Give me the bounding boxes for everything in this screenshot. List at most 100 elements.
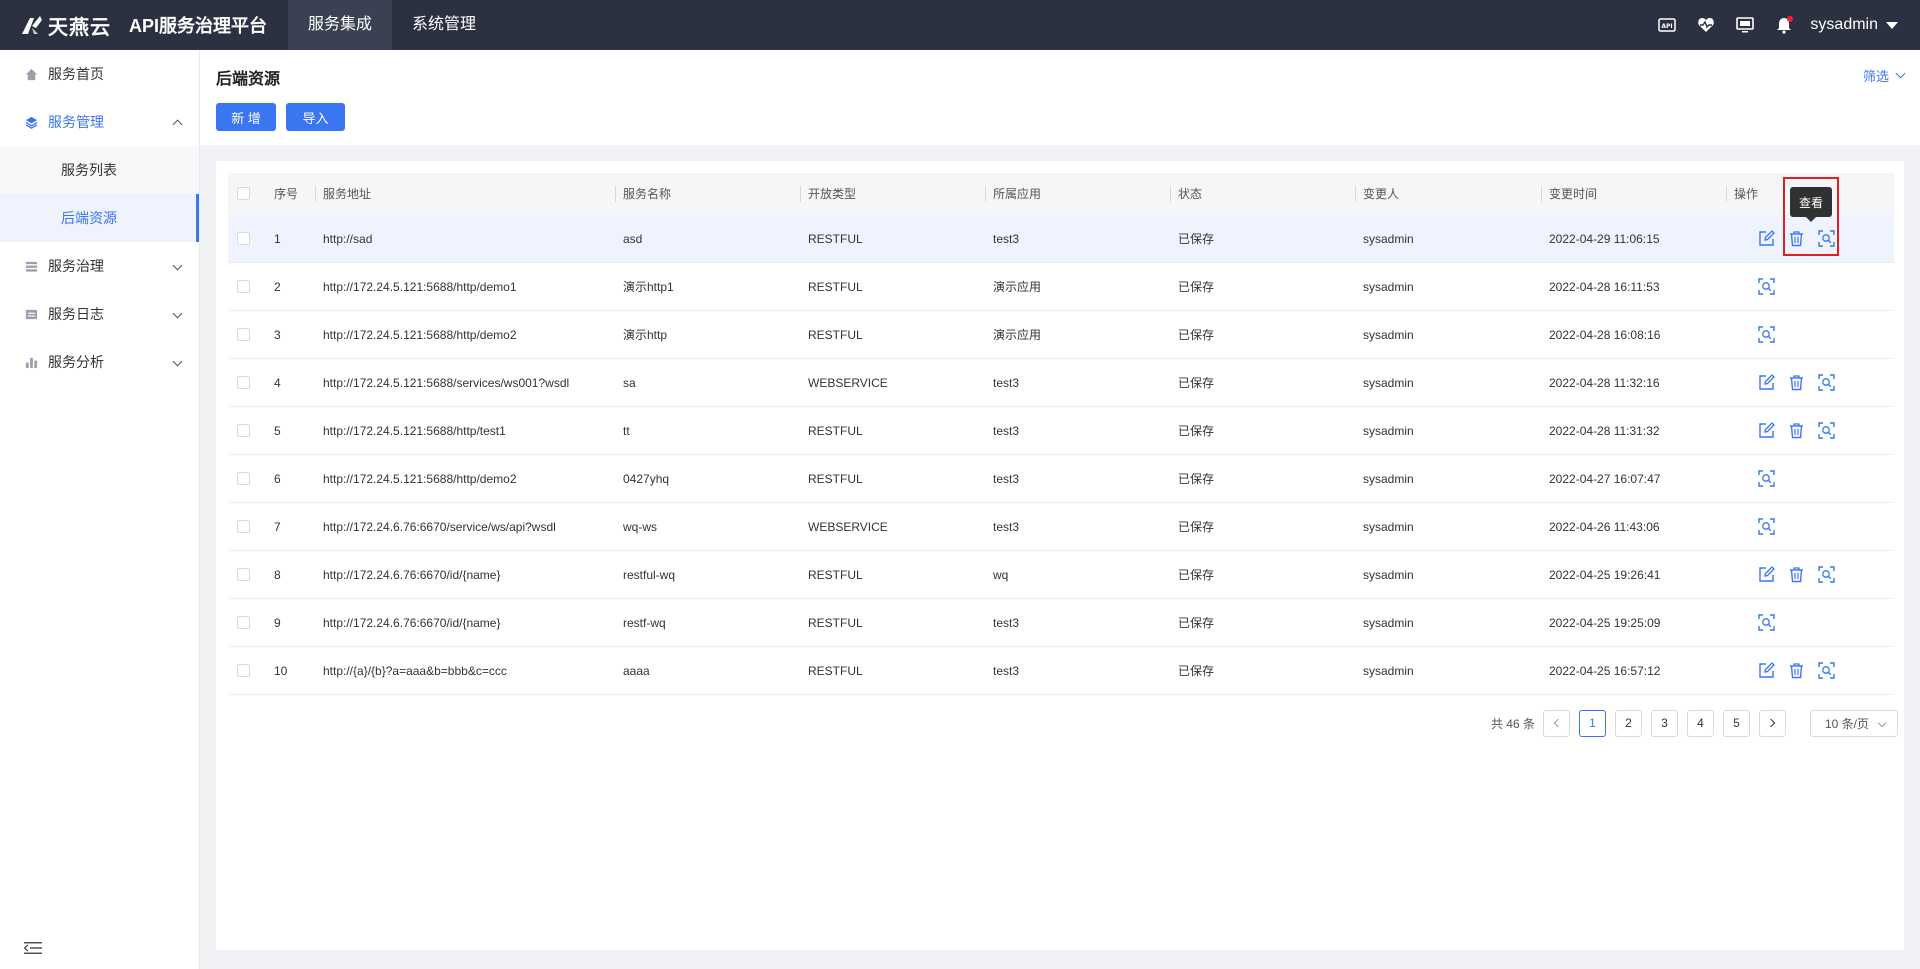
chevron-right-icon <box>1766 718 1776 728</box>
sidebar-item-home[interactable]: 服务首页 <box>0 50 199 98</box>
user-menu[interactable]: sysadmin <box>1810 16 1898 34</box>
topnav-item-system-management[interactable]: 系统管理 <box>412 16 477 33</box>
notification-dot <box>1787 16 1794 22</box>
edit-icon[interactable] <box>1758 566 1776 584</box>
cell-app: test3 <box>993 664 1020 678</box>
row-checkbox[interactable] <box>237 664 250 677</box>
cell-type: WEBSERVICE <box>808 520 888 534</box>
edit-icon[interactable] <box>1758 374 1776 392</box>
view-icon[interactable] <box>1758 518 1776 536</box>
column-header-time: 变更时间 <box>1541 173 1597 215</box>
table-row[interactable]: 5 http://172.24.5.121:5688/http/test1 tt RE… <box>228 407 1894 455</box>
topnav-item-service-integration[interactable]: 服务集成 <box>288 0 393 50</box>
collapse-menu-icon[interactable] <box>24 941 42 955</box>
filter-label: 筛选 <box>1862 69 1889 84</box>
platform-title: API服务治理平台 <box>129 16 268 36</box>
delete-icon[interactable] <box>1788 566 1806 584</box>
delete-icon[interactable] <box>1788 230 1806 248</box>
view-icon[interactable] <box>1818 374 1836 392</box>
username: sysadmin <box>1810 16 1878 33</box>
page-button-5[interactable]: 5 <box>1723 709 1750 737</box>
view-icon[interactable] <box>1818 422 1836 440</box>
page-size-value: 10 条/页 <box>1825 716 1870 731</box>
view-icon[interactable] <box>1758 614 1776 632</box>
delete-icon[interactable] <box>1788 662 1806 680</box>
delete-icon[interactable] <box>1788 422 1806 440</box>
bell-icon[interactable] <box>1774 15 1794 35</box>
row-checkbox[interactable] <box>237 424 250 437</box>
sidebar-item-service-analysis[interactable]: 服务分析 <box>0 338 199 386</box>
cell-user: sysadmin <box>1363 664 1414 678</box>
cell-user: sysadmin <box>1363 472 1414 486</box>
table-row[interactable]: 7 http://172.24.6.76:6670/service/ws/api?… <box>228 503 1894 551</box>
edit-icon[interactable] <box>1758 422 1776 440</box>
table-row[interactable]: 6 http://172.24.5.121:5688/http/demo2 0427… <box>228 455 1894 503</box>
view-icon[interactable] <box>1818 230 1836 248</box>
view-icon[interactable] <box>1758 326 1776 344</box>
edit-icon[interactable] <box>1758 230 1776 248</box>
add-button[interactable]: 新 增 <box>216 103 276 131</box>
sidebar-subitem-backend-resources[interactable]: 后端资源 <box>0 194 199 242</box>
row-checkbox[interactable] <box>237 328 250 341</box>
table-row[interactable]: 9 http://172.24.6.76:6670/id/{name} restf-… <box>228 599 1894 647</box>
cell-time: 2022-04-26 11:43:06 <box>1549 520 1660 534</box>
page-button-4[interactable]: 4 <box>1687 709 1714 737</box>
edit-icon[interactable] <box>1758 662 1776 680</box>
view-icon[interactable] <box>1758 278 1776 296</box>
sidebar-item-label: 服务首页 <box>48 66 104 82</box>
table-row[interactable]: 8 http://172.24.6.76:6670/id/{name} restfu… <box>228 551 1894 599</box>
table-row[interactable]: 3 http://172.24.5.121:5688/http/demo2 演示ht… <box>228 311 1894 359</box>
api-icon[interactable]: API <box>1657 15 1677 35</box>
cell-status: 已保存 <box>1178 472 1215 486</box>
sidebar-subitem-service-list[interactable]: 服务列表 <box>61 162 117 178</box>
cell-name: 演示http1 <box>623 280 674 294</box>
delete-icon[interactable] <box>1788 374 1806 392</box>
row-checkbox[interactable] <box>237 232 250 245</box>
cell-type: RESTFUL <box>808 616 863 630</box>
view-icon[interactable] <box>1758 470 1776 488</box>
next-page-button[interactable] <box>1759 709 1786 737</box>
chevron-down-icon <box>172 308 183 319</box>
cell-type: RESTFUL <box>808 280 863 294</box>
view-icon[interactable] <box>1818 662 1836 680</box>
cell-time: 2022-04-28 16:11:53 <box>1549 280 1660 294</box>
page-button-1[interactable]: 1 <box>1579 709 1606 737</box>
cell-url: http://172.24.5.121:5688/http/demo2 <box>323 328 517 342</box>
row-checkbox[interactable] <box>237 472 250 485</box>
cell-url: http://172.24.5.121:5688/http/demo2 <box>323 472 517 486</box>
page-size-select[interactable]: 10 条/页 <box>1810 709 1898 737</box>
table-row[interactable]: 2 http://172.24.5.121:5688/http/demo1 演示ht… <box>228 263 1894 311</box>
import-button[interactable]: 导入 <box>286 103 345 131</box>
cell-no: 9 <box>274 616 281 630</box>
prev-page-button[interactable] <box>1543 709 1570 737</box>
cell-status: 已保存 <box>1178 568 1215 582</box>
table-row[interactable]: 10 http://{a}/{b}?a=aaa&b=bbb&c=ccc aaaa RE… <box>228 647 1894 695</box>
page-button-3[interactable]: 3 <box>1651 709 1678 737</box>
page-button-2[interactable]: 2 <box>1615 709 1642 737</box>
row-checkbox[interactable] <box>237 568 250 581</box>
row-checkbox[interactable] <box>237 280 250 293</box>
row-checkbox[interactable] <box>237 520 250 533</box>
row-checkbox[interactable] <box>237 616 250 629</box>
sidebar-item-service-log[interactable]: 服务日志 <box>0 290 199 338</box>
sidebar-item-label: 服务管理 <box>48 114 104 130</box>
table-card: 序号 服务地址 服务名称 开放类型 所属应用 状态 变更人 变更时间 操作 1 h… <box>216 161 1904 950</box>
sidebar-item-service-governance[interactable]: 服务治理 <box>0 242 199 290</box>
table-row[interactable]: 1 http://sad asd RESTFUL test3 已保存 sysadmin 202… <box>228 215 1894 263</box>
cell-name: sa <box>623 376 636 390</box>
view-tooltip: 查看 <box>1790 187 1832 222</box>
cell-status: 已保存 <box>1178 232 1215 246</box>
sidebar-item-label: 服务分析 <box>48 354 104 370</box>
cell-status: 已保存 <box>1178 520 1215 534</box>
row-checkbox[interactable] <box>237 376 250 389</box>
sidebar-item-service-management[interactable]: 服务管理 <box>0 98 199 146</box>
monitor-icon[interactable] <box>1735 15 1755 35</box>
heartbeat-icon[interactable] <box>1696 15 1716 35</box>
logo[interactable]: 天燕云 API服务治理平台 <box>0 0 288 50</box>
filter-toggle[interactable]: 筛选 <box>1862 66 1906 85</box>
view-icon[interactable] <box>1818 566 1836 584</box>
cell-status: 已保存 <box>1178 664 1215 678</box>
table-row[interactable]: 4 http://172.24.5.121:5688/services/ws001… <box>228 359 1894 407</box>
select-all-checkbox[interactable] <box>237 187 250 200</box>
table-header: 序号 服务地址 服务名称 开放类型 所属应用 状态 变更人 变更时间 操作 <box>228 173 1894 215</box>
